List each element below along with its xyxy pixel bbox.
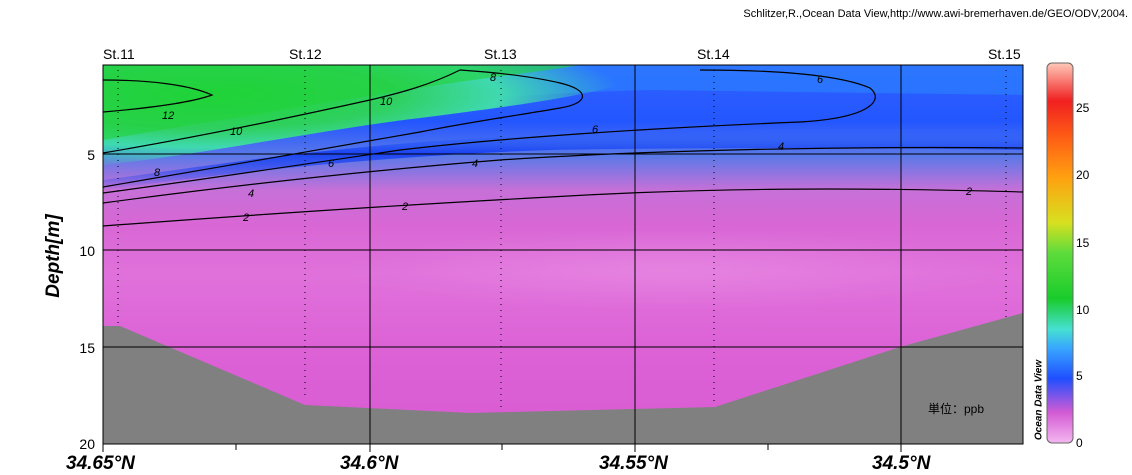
station-label: St.13 <box>484 46 517 62</box>
station-label: St.14 <box>697 46 730 62</box>
station-label: St.11 <box>103 46 135 62</box>
station-label: St.15 <box>988 46 1021 62</box>
y-tick-label: 15 <box>79 340 95 356</box>
contour-8 <box>102 69 583 188</box>
blue-gradient-band <box>103 128 1023 190</box>
contour-label: 4 <box>248 188 254 200</box>
x-axis-ticks <box>102 444 902 452</box>
contour-label: 8 <box>154 167 161 179</box>
y-tick-label: 10 <box>79 243 95 259</box>
x-tick-label: 34.65°N <box>66 453 135 474</box>
contour-label: 2 <box>242 212 249 224</box>
colorbar-gradient <box>1046 62 1074 444</box>
x-tick-label: 34.55°N <box>599 453 668 474</box>
contour-lines <box>102 69 1024 227</box>
contour-label: 6 <box>817 74 824 86</box>
station-label: St.12 <box>289 46 322 62</box>
seafloor-mask <box>103 313 1023 444</box>
contour-12 <box>102 79 214 113</box>
contour-label: 2 <box>965 186 972 198</box>
contour-label: 10 <box>380 96 393 108</box>
colorbar-tick: 20 <box>1076 168 1090 182</box>
colorbar-title: Ocean Data View <box>1033 359 1045 441</box>
contour-label: 6 <box>592 124 599 136</box>
colorbar-tick: 5 <box>1076 369 1083 383</box>
unit-label: 単位：ppb <box>928 402 985 416</box>
contour-label: 6 <box>328 158 335 170</box>
y-tick-label: 20 <box>79 436 95 452</box>
contour-6 <box>102 69 876 194</box>
contour-10 <box>102 69 461 154</box>
y-tick-label: 5 <box>87 147 95 163</box>
colorbar <box>1046 62 1074 444</box>
grid-lines <box>103 65 1023 444</box>
contour-labels: 12 10 10 8 8 6 6 6 4 4 4 2 2 2 <box>154 72 972 224</box>
colorbar-tick: 0 <box>1076 436 1083 450</box>
contour-label: 4 <box>472 158 478 170</box>
contour-label: 10 <box>230 126 243 138</box>
credit-text: Schlitzer,R.,Ocean Data View,http://www.… <box>743 8 1128 20</box>
green-core <box>103 65 580 140</box>
station-markers <box>117 70 1007 410</box>
plot-frame <box>102 64 1024 445</box>
colorbar-tick: 15 <box>1076 236 1090 250</box>
x-tick-label: 34.6°N <box>340 453 399 474</box>
colorbar-tick: 25 <box>1076 101 1090 115</box>
x-tick-label: 34.5°N <box>872 453 931 474</box>
contour-label: 12 <box>162 110 174 122</box>
contour-label: 2 <box>401 201 408 213</box>
contour-4 <box>102 146 1024 204</box>
y-axis-label: Depth[m] <box>43 214 64 298</box>
contour-label: 4 <box>778 141 784 153</box>
colorbar-tick: 10 <box>1076 303 1090 317</box>
contour-2 <box>102 188 1024 227</box>
contour-label: 8 <box>490 72 497 84</box>
